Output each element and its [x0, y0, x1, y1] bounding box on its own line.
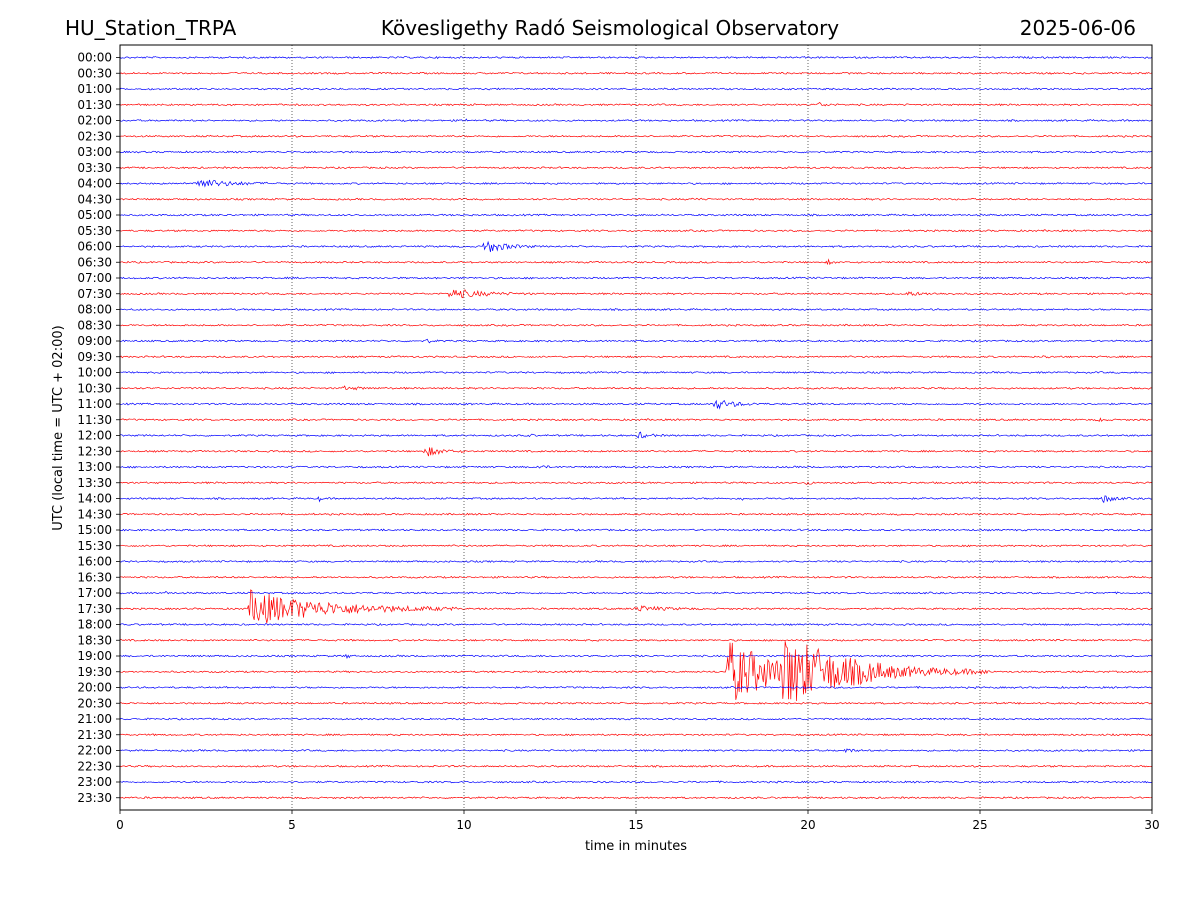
trace-0300 — [119, 150, 1153, 154]
y-tick-label: 23:00 — [77, 775, 112, 789]
trace-1700 — [119, 590, 1153, 595]
y-tick-label: 09:00 — [77, 334, 112, 348]
trace-1300 — [119, 465, 1153, 469]
y-tick-label: 04:00 — [77, 177, 112, 191]
x-axis: 0 5 10 15 20 25 30 — [116, 810, 1160, 832]
trace-0730 — [119, 289, 1153, 299]
y-tick-label: 02:30 — [77, 129, 112, 143]
y-tick-label: 15:00 — [77, 523, 112, 537]
y-tick-label: 22:30 — [77, 759, 112, 773]
y-tick-label: 20:30 — [77, 696, 112, 710]
y-tick-label: 17:30 — [77, 602, 112, 616]
y-tick-label: 10:00 — [77, 366, 112, 380]
y-tick-label: 13:30 — [77, 476, 112, 490]
y-tick-label: 21:30 — [77, 728, 112, 742]
trace-0430 — [119, 197, 1153, 201]
y-tick-label: 23:30 — [77, 791, 112, 805]
y-tick-label: 12:30 — [77, 444, 112, 458]
x-tick-label: 25 — [972, 818, 987, 832]
x-tick-label: 5 — [288, 818, 296, 832]
y-tick-label: 00:30 — [77, 66, 112, 80]
y-tick-label: 03:30 — [77, 161, 112, 175]
trace-2130 — [119, 733, 1153, 737]
y-tick-label: 05:30 — [77, 224, 112, 238]
y-tick-label: 08:00 — [77, 303, 112, 317]
y-axis-label: UTC (local time = UTC + 02:00) — [51, 325, 66, 530]
y-tick-label: 20:00 — [77, 681, 112, 695]
x-tick-label: 20 — [800, 818, 815, 832]
x-tick-label: 30 — [1144, 818, 1159, 832]
y-tick-label: 01:30 — [77, 98, 112, 112]
y-tick-label: 04:30 — [77, 192, 112, 206]
trace-1430 — [119, 512, 1153, 516]
y-tick-label: 16:30 — [77, 570, 112, 584]
y-tick-label: 19:00 — [77, 649, 112, 663]
trace-2300 — [119, 780, 1152, 784]
trace-1230 — [119, 447, 1153, 457]
trace-1330 — [119, 481, 1153, 485]
y-tick-label: 15:30 — [77, 539, 112, 553]
trace-1930 — [119, 641, 1153, 702]
trace-0330 — [119, 166, 1152, 170]
trace-1630 — [119, 575, 1153, 579]
y-tick-label: 17:00 — [77, 586, 112, 600]
station-name: HU_Station_TRPA — [65, 16, 237, 40]
y-tick-label: 18:30 — [77, 633, 112, 647]
x-tick-label: 15 — [628, 818, 643, 832]
y-tick-label: 07:30 — [77, 287, 112, 301]
chart-title: Kövesligethy Radó Seismological Observat… — [380, 16, 840, 40]
trace-1500 — [119, 528, 1153, 532]
y-tick-label: 05:00 — [77, 208, 112, 222]
y-tick-label: 01:00 — [77, 82, 112, 96]
trace-0830 — [119, 323, 1153, 327]
y-tick-label: 13:00 — [77, 460, 112, 474]
y-tick-label: 19:30 — [77, 665, 112, 679]
y-tick-label: 14:30 — [77, 507, 112, 521]
y-tick-label: 09:30 — [77, 350, 112, 364]
y-tick-label: 11:00 — [77, 397, 112, 411]
x-tick-label: 10 — [456, 818, 471, 832]
y-tick-label: 10:30 — [77, 381, 112, 395]
trace-0100 — [119, 87, 1153, 91]
y-tick-label: 18:00 — [77, 618, 112, 632]
y-tick-label: 22:00 — [77, 744, 112, 758]
y-tick-label: 03:00 — [77, 145, 112, 159]
x-axis-label: time in minutes — [585, 839, 687, 854]
trace-0700 — [119, 276, 1153, 280]
y-tick-label: 21:00 — [77, 712, 112, 726]
y-tick-label: 06:30 — [77, 255, 112, 269]
y-tick-label: 14:00 — [77, 492, 112, 506]
vertical-grid — [291, 45, 981, 810]
y-tick-label: 00:00 — [77, 51, 112, 65]
y-tick-label: 07:00 — [77, 271, 112, 285]
y-tick-label: 08:30 — [77, 318, 112, 332]
trace-1100 — [119, 399, 1153, 410]
y-tick-label: 11:30 — [77, 413, 112, 427]
trace-1900 — [119, 653, 1153, 659]
trace-2100 — [119, 717, 1153, 721]
y-tick-label: 06:00 — [77, 240, 112, 254]
trace-0900 — [120, 338, 1153, 344]
trace-0500 — [119, 213, 1153, 217]
trace-0130 — [119, 102, 1153, 107]
y-tick-label: 16:00 — [77, 555, 112, 569]
y-tick-label: 12:00 — [77, 429, 112, 443]
y-tick-label: 02:00 — [77, 114, 112, 128]
x-tick-label: 0 — [116, 818, 124, 832]
date-label: 2025-06-06 — [1019, 16, 1136, 40]
